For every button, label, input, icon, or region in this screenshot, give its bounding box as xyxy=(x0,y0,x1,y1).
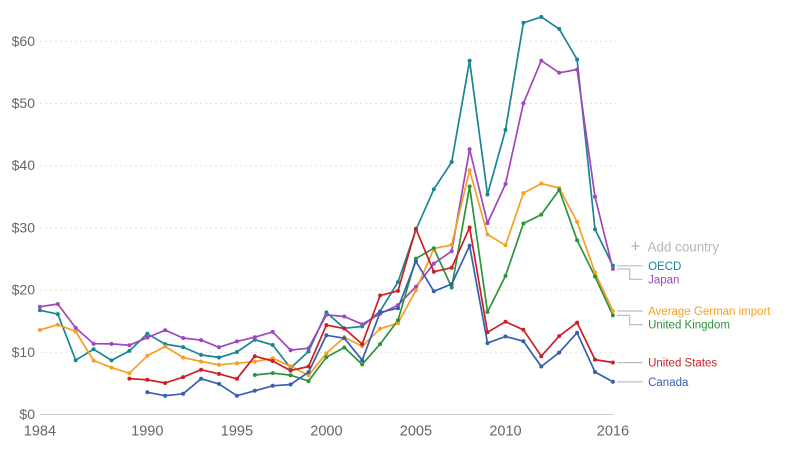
svg-text:$60: $60 xyxy=(12,33,36,49)
svg-text:$20: $20 xyxy=(12,282,36,298)
svg-text:Average German import: Average German import xyxy=(648,306,771,318)
svg-text:$30: $30 xyxy=(12,219,36,235)
svg-text:2005: 2005 xyxy=(400,424,432,440)
svg-text:OECD: OECD xyxy=(648,261,681,273)
svg-text:1995: 1995 xyxy=(221,424,253,440)
svg-text:2016: 2016 xyxy=(597,424,629,440)
svg-text:$50: $50 xyxy=(12,95,36,111)
svg-text:1984: 1984 xyxy=(24,424,56,440)
svg-text:$40: $40 xyxy=(12,157,36,173)
svg-text:+: + xyxy=(631,239,640,256)
svg-text:Canada: Canada xyxy=(648,377,689,389)
svg-text:United States: United States xyxy=(648,358,717,370)
svg-text:2010: 2010 xyxy=(489,424,521,440)
svg-text:Japan: Japan xyxy=(648,274,679,286)
svg-text:2000: 2000 xyxy=(310,424,342,440)
svg-text:1990: 1990 xyxy=(131,424,163,440)
svg-text:Add country: Add country xyxy=(648,240,720,255)
svg-text:United Kingdom: United Kingdom xyxy=(648,320,730,332)
svg-text:$10: $10 xyxy=(12,344,36,360)
svg-text:$0: $0 xyxy=(19,406,35,422)
